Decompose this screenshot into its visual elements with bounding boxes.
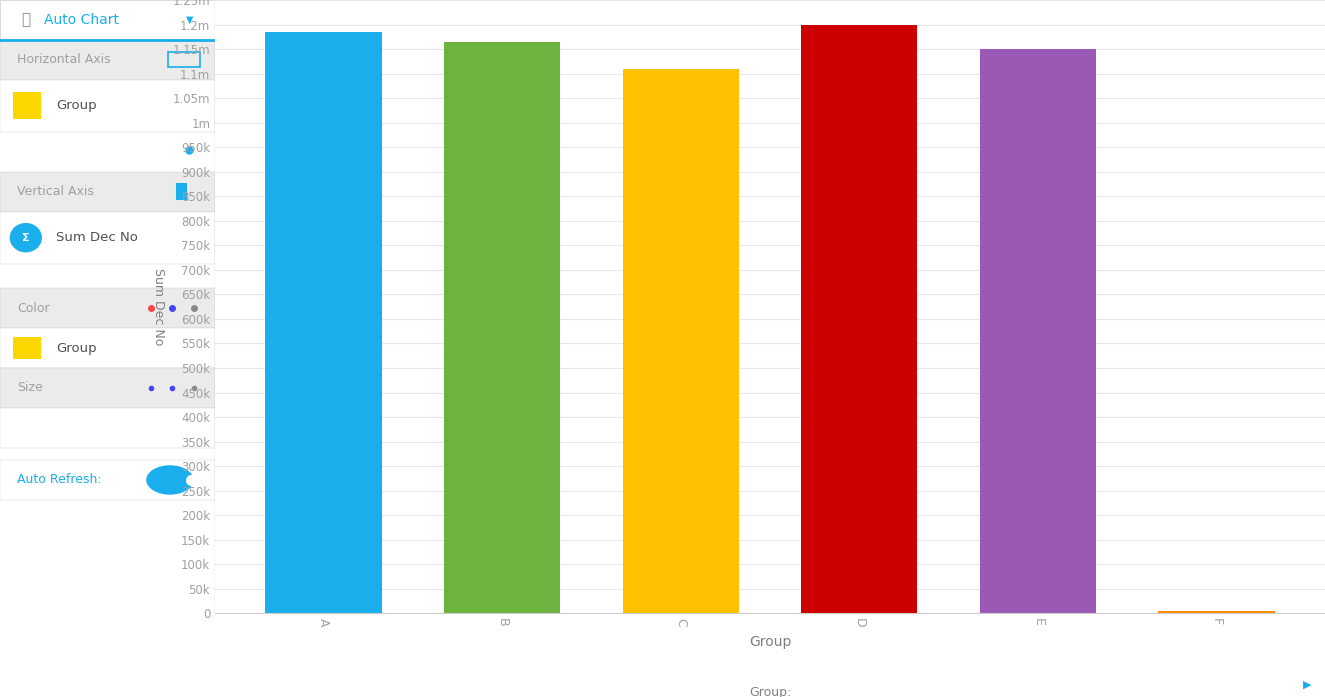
Text: Vertical Axis: Vertical Axis [17,185,94,198]
Bar [980,49,1096,613]
Bar [265,32,382,613]
FancyBboxPatch shape [0,289,215,328]
Ellipse shape [9,223,42,252]
Bar [802,24,917,613]
Text: Sum Dec No: Sum Dec No [56,231,138,244]
Bar [444,42,560,613]
FancyBboxPatch shape [0,171,215,212]
Ellipse shape [146,465,193,495]
FancyBboxPatch shape [0,408,215,447]
Text: Σ: Σ [23,233,29,243]
Text: Horizontal Axis: Horizontal Axis [17,53,111,66]
Text: Auto Refresh:: Auto Refresh: [17,473,102,487]
FancyBboxPatch shape [0,328,215,368]
FancyBboxPatch shape [0,212,215,263]
Text: Size: Size [17,381,42,395]
FancyBboxPatch shape [0,368,215,408]
Text: ▼: ▼ [186,15,193,25]
FancyBboxPatch shape [176,183,187,200]
FancyBboxPatch shape [0,460,215,500]
FancyBboxPatch shape [13,337,41,359]
Text: Group: Group [56,342,97,355]
X-axis label: Group: Group [749,635,791,649]
Text: ⌖: ⌖ [21,13,30,27]
Legend: A, B, C, D, E, F: A, B, C, D, E, F [672,681,868,697]
FancyBboxPatch shape [0,79,215,132]
Text: Auto Chart: Auto Chart [44,13,119,27]
Text: Group: Group [56,99,97,112]
FancyBboxPatch shape [13,92,41,119]
Text: ▶: ▶ [1304,680,1312,690]
FancyBboxPatch shape [0,0,215,40]
FancyBboxPatch shape [0,40,215,79]
Bar [1158,611,1275,613]
Text: Color: Color [17,302,50,315]
Y-axis label: Sum Dec No: Sum Dec No [152,268,164,346]
Bar [623,69,739,613]
